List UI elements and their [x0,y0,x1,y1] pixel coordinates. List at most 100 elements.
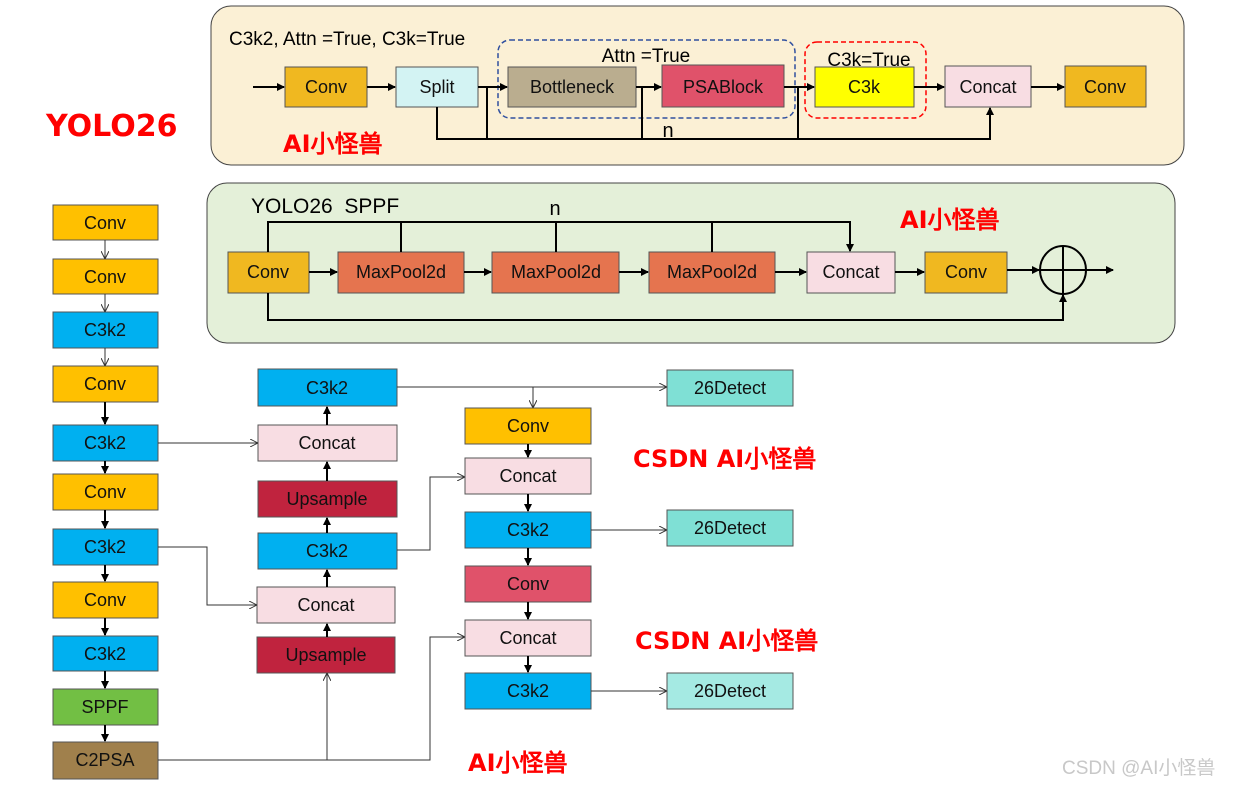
backbone-conv-1: Conv [52,258,159,295]
c3k-label: C3k=True [827,50,910,71]
svg-text:26Detect: 26Detect [694,681,766,701]
svg-text:Bottleneck: Bottleneck [530,77,615,97]
svg-text:Conv: Conv [507,574,549,594]
block-conv-out: Conv [1064,65,1147,108]
backbone-c2psa-10: C2PSA [52,741,159,780]
backbone-conv-0: Conv [52,204,159,241]
svg-text:Concat: Concat [298,433,355,453]
svg-text:Conv: Conv [84,590,126,610]
svg-text:Concat: Concat [499,466,556,486]
pan-conv-2: Conv [464,565,592,603]
attn-group [497,39,796,119]
watermark-text: AI小怪兽 [468,749,568,777]
block-maxpool-3: MaxPool2d [648,251,776,294]
neck-top-down: C3k2 Concat Upsample C3k2 Concat Upsampl… [158,368,666,761]
svg-text:C3k2: C3k2 [507,681,549,701]
neck-concat-2: Concat [256,586,396,624]
detect-head-1: 26Detect [666,369,794,407]
backbone-sppf-9: SPPF [52,688,159,726]
c3k-group [804,41,927,119]
svg-text:MaxPool2d: MaxPool2d [667,262,757,282]
svg-text:Concat: Concat [297,595,354,615]
block-bottleneck: Bottleneck [507,66,637,108]
svg-text:MaxPool2d: MaxPool2d [511,262,601,282]
backbone-c3k2-6: C3k2 [52,528,159,566]
detect-heads: 26Detect 26Detect 26Detect [666,369,794,710]
svg-text:C3k2: C3k2 [84,537,126,557]
svg-text:Concat: Concat [822,262,879,282]
svg-text:C3k2: C3k2 [84,644,126,664]
watermark-text: CSDN AI小怪兽 [633,445,816,473]
svg-text:Concat: Concat [499,628,556,648]
detect-head-3: 26Detect [666,672,794,710]
backbone: Conv Conv C3k2 Conv C3k2 Conv C3k2 Conv … [52,204,159,780]
svg-text:Conv: Conv [84,374,126,394]
svg-text:C2PSA: C2PSA [75,750,134,770]
svg-text:Conv: Conv [247,262,289,282]
svg-text:SPPF: SPPF [81,697,128,717]
svg-text:Conv: Conv [84,213,126,233]
block-conv-out: Conv [924,251,1008,294]
n-label: n [549,198,560,220]
backbone-conv-3: Conv [52,365,159,403]
svg-text:Conv: Conv [1084,77,1126,97]
c3k2-arrows [253,83,1065,140]
c3k2-panel: C3k2, Attn =True, C3k=True Attn =True C3… [210,5,1185,166]
watermark-text: AI小怪兽 [900,206,1000,234]
svg-text:C3k2: C3k2 [306,541,348,561]
backbone-c3k2-8: C3k2 [52,635,159,672]
n-label: n [662,120,673,142]
block-concat: Concat [944,65,1032,108]
sppf-arrows [267,221,1114,321]
neck-upsample-1: Upsample [257,480,398,518]
block-conv-in: Conv [227,251,310,294]
backbone-conv-7: Conv [52,581,159,619]
svg-text:Concat: Concat [959,77,1016,97]
neck-c3k2-top: C3k2 [257,368,398,407]
pan-concat-2: Concat [464,619,592,657]
svg-text:MaxPool2d: MaxPool2d [356,262,446,282]
svg-text:C3k2: C3k2 [306,378,348,398]
svg-text:26Detect: 26Detect [694,378,766,398]
svg-text:Upsample: Upsample [286,489,367,509]
svg-text:Conv: Conv [84,482,126,502]
svg-text:C3k2: C3k2 [84,433,126,453]
pan-c3k2-2: C3k2 [464,672,592,710]
pan-conv-1: Conv [464,407,592,445]
pan-concat-1: Concat [464,457,592,495]
svg-text:C3k: C3k [848,77,881,97]
svg-text:Conv: Conv [84,267,126,287]
svg-text:PSABlock: PSABlock [683,77,764,97]
block-c3k: C3k [814,66,915,108]
block-conv-in: Conv [284,66,368,108]
svg-text:Conv: Conv [945,262,987,282]
neck-bottom-up: Conv Concat C3k2 Conv Concat C3k2 [464,407,666,710]
watermark-text: AI小怪兽 [283,130,383,158]
backbone-conv-5: Conv [52,473,159,511]
svg-text:C3k2: C3k2 [507,520,549,540]
svg-text:Split: Split [419,77,454,97]
svg-text:Conv: Conv [507,416,549,436]
svg-text:C3k2: C3k2 [84,320,126,340]
backbone-c3k2-4: C3k2 [52,424,159,462]
svg-text:Upsample: Upsample [285,645,366,665]
detect-head-2: 26Detect [666,509,794,547]
attn-label: Attn =True [602,46,691,67]
block-split: Split [395,66,479,108]
sppf-panel: YOLO26 SPPF n AI小怪兽 Conv MaxPool2d MaxPo… [206,182,1176,344]
neck-c3k2-mid: C3k2 [257,532,398,570]
c3k2-panel-title: C3k2, Attn =True, C3k=True [229,29,465,50]
svg-text:Conv: Conv [305,77,347,97]
backbone-c3k2-2: C3k2 [52,311,159,349]
footer-watermark: CSDN @AI小怪兽 [1062,757,1215,779]
neck-concat-1: Concat [257,424,398,462]
neck-upsample-2: Upsample [256,636,396,674]
svg-text:26Detect: 26Detect [694,518,766,538]
block-maxpool-1: MaxPool2d [337,251,465,294]
watermark-text: CSDN AI小怪兽 [635,627,818,655]
block-psablock: PSABlock [661,64,785,108]
sppf-panel-title: YOLO26 SPPF [251,195,399,218]
block-maxpool-2: MaxPool2d [491,251,620,294]
main-title: YOLO26 [45,109,177,144]
